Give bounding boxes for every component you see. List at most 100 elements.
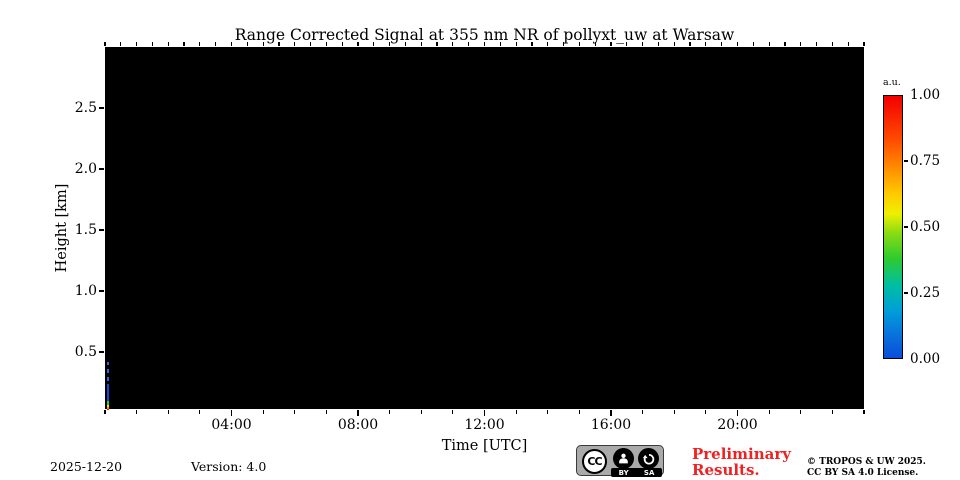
x-axis-top-tick <box>389 42 391 46</box>
x-axis-top-tick <box>689 42 691 46</box>
y-tick-label: 2.0 <box>74 161 97 177</box>
x-axis-major-tick <box>357 410 359 416</box>
x-axis-top-tick <box>215 42 217 46</box>
signal-segment-dash <box>107 361 110 366</box>
colorbar-tick-label: 0.25 <box>910 285 941 301</box>
signal-segment <box>107 408 110 411</box>
y-tick-label: 0.5 <box>74 344 97 360</box>
copyright-line2: CC BY SA 4.0 License. <box>807 467 919 478</box>
x-axis-top-tick <box>104 42 106 46</box>
x-axis-top-tick <box>705 42 707 46</box>
x-axis-top-tick <box>436 42 438 46</box>
x-axis-major-tick <box>610 410 612 416</box>
x-axis-minor-tick <box>420 410 422 414</box>
x-axis-top-tick <box>262 42 264 46</box>
x-axis-top-tick <box>642 42 644 46</box>
x-axis-minor-tick <box>325 410 327 414</box>
y-axis-tick <box>99 351 104 353</box>
signal-segment <box>107 384 110 401</box>
badge-by-label: BY <box>618 468 629 477</box>
x-axis-top-tick <box>183 42 185 46</box>
x-axis-top-tick <box>736 42 739 46</box>
x-axis-minor-tick <box>863 410 865 414</box>
version-label: Version: 4.0 <box>191 459 267 474</box>
colorbar-tick <box>904 226 908 228</box>
x-axis-top-tick <box>547 42 549 46</box>
x-axis-top-tick <box>309 42 312 46</box>
x-axis-top-tick <box>594 42 596 46</box>
x-axis-top-tick <box>847 42 849 46</box>
x-axis-top-tick <box>341 42 343 46</box>
x-axis-top-tick <box>721 42 723 46</box>
x-axis-minor-tick <box>831 410 833 414</box>
x-axis-minor-tick <box>578 410 580 414</box>
y-axis-tick <box>99 107 104 109</box>
x-axis-minor-tick <box>547 410 549 414</box>
x-tick-label: 16:00 <box>590 417 632 433</box>
x-tick-label: 20:00 <box>717 417 758 433</box>
badge-sa-label: SA <box>643 468 655 477</box>
x-axis-minor-tick <box>389 410 391 414</box>
colorbar-tick-label: 0.50 <box>910 219 941 235</box>
cc-logo-icon: CC <box>582 449 607 474</box>
x-axis-top-tick <box>562 42 565 46</box>
x-axis-minor-tick <box>294 410 296 414</box>
signal-segment <box>107 404 110 408</box>
y-axis-label: Height [km] <box>54 183 70 273</box>
signal-segment <box>107 400 110 405</box>
x-axis-minor-tick <box>452 410 454 414</box>
colorbar-tick <box>904 160 908 162</box>
colorbar-tick-label: 1.00 <box>910 87 941 103</box>
preliminary-line1: Preliminary <box>692 445 791 463</box>
x-axis-top-tick <box>199 42 201 46</box>
x-axis-top-tick <box>120 42 122 46</box>
x-axis-top-tick <box>784 42 786 46</box>
x-axis-minor-tick <box>800 410 802 414</box>
badge-band: BY SA <box>611 468 662 477</box>
x-axis-top-tick <box>499 42 501 46</box>
x-axis-label: Time [UTC] <box>441 438 528 454</box>
cc-sa-arrow-icon <box>638 448 659 469</box>
preliminary-line2: Results. <box>692 461 760 479</box>
copyright-note: © TROPOS & UW 2025. CC BY SA 4.0 License… <box>807 457 926 478</box>
x-tick-label: 08:00 <box>337 417 379 433</box>
x-axis-top-tick <box>420 42 422 46</box>
y-axis-tick <box>99 168 104 170</box>
x-axis-top-tick <box>167 42 169 46</box>
preliminary-results-note: Preliminary Results. <box>692 446 791 478</box>
x-axis-top-tick <box>404 42 407 46</box>
colorbar <box>883 95 903 359</box>
x-axis-minor-tick <box>136 410 138 414</box>
measurement-date: 2025-12-20 <box>50 459 123 474</box>
x-axis-minor-tick <box>768 410 770 414</box>
x-axis-minor-tick <box>673 410 675 414</box>
y-tick-label: 1.5 <box>74 222 97 238</box>
chart-title: Range Corrected Signal at 355 nm NR of p… <box>234 26 735 44</box>
x-axis-top-tick <box>863 42 865 46</box>
x-axis-top-tick <box>294 42 296 46</box>
x-axis-top-tick <box>325 42 327 46</box>
colorbar-tick-label: 0.00 <box>910 351 941 367</box>
x-axis-top-tick <box>578 42 580 46</box>
x-axis-top-tick <box>357 42 359 46</box>
x-axis-minor-tick <box>167 410 169 414</box>
x-tick-label: 12:00 <box>464 417 505 433</box>
signal-segment-dash <box>107 369 110 374</box>
x-axis-top-tick <box>673 42 675 46</box>
x-axis-top-tick <box>452 42 454 46</box>
y-axis-tick <box>99 229 104 231</box>
copyright-line1: © TROPOS & UW 2025. <box>807 457 926 467</box>
x-axis-minor-tick <box>705 410 707 414</box>
x-axis-top-tick <box>752 42 754 46</box>
x-axis-major-tick <box>230 410 233 416</box>
x-axis-top-tick <box>373 42 375 46</box>
x-axis-top-tick <box>230 42 233 46</box>
x-axis-top-tick <box>768 42 770 46</box>
cc-by-person-icon <box>613 448 634 469</box>
x-axis-top-tick <box>468 42 470 46</box>
x-axis-top-tick <box>657 42 660 46</box>
y-tick-label: 2.5 <box>74 100 97 116</box>
x-axis-minor-tick <box>104 410 106 414</box>
colorbar-unit-label: a.u. <box>883 77 901 88</box>
